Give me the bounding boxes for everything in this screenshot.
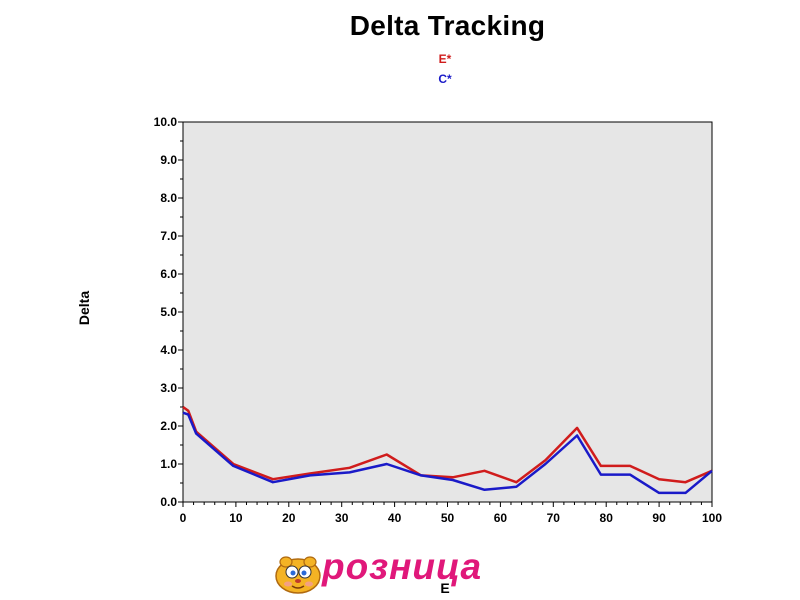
logo-wordmark: розница: [322, 546, 483, 587]
legend: E* C*: [425, 49, 465, 89]
x-tick-label: 60: [494, 511, 508, 525]
x-tick-label: 10: [229, 511, 243, 525]
series-line-c: [182, 411, 713, 495]
x-axis-label: E: [440, 580, 450, 596]
x-tick-label: 70: [547, 511, 561, 525]
series-line-e: [182, 405, 713, 484]
legend-label-e: E*: [438, 52, 452, 66]
x-tick-label: 80: [600, 511, 614, 525]
y-tick-label: 10.0: [154, 115, 178, 129]
y-tick-label: 1.0: [160, 457, 177, 471]
x-tick-label: 100: [702, 511, 722, 525]
chart-title: Delta Tracking: [349, 10, 546, 41]
y-tick-label: 0.0: [160, 495, 177, 509]
y-tick-label: 8.0: [160, 191, 177, 205]
x-tick-label: 0: [180, 511, 187, 525]
y-tick-label: 4.0: [160, 343, 177, 357]
plot-area: [182, 121, 713, 503]
legend-item-c: C*: [425, 69, 465, 89]
x-tick-label: 20: [282, 511, 296, 525]
y-tick-label: 7.0: [160, 229, 177, 243]
x-tick-label: 50: [441, 511, 455, 525]
y-tick-label: 9.0: [160, 153, 177, 167]
legend-label-c: C*: [438, 72, 452, 86]
y-tick-label: 5.0: [160, 305, 177, 319]
x-tick-label: 40: [388, 511, 402, 525]
legend-item-e: E*: [425, 49, 465, 69]
x-tick-label: 90: [652, 511, 666, 525]
y-tick-label: 6.0: [160, 267, 177, 281]
y-tick-label: 3.0: [160, 381, 177, 395]
y-tick-label: 2.0: [160, 419, 177, 433]
x-tick-label: 30: [335, 511, 349, 525]
hamster-mascot-icon: [275, 556, 321, 594]
